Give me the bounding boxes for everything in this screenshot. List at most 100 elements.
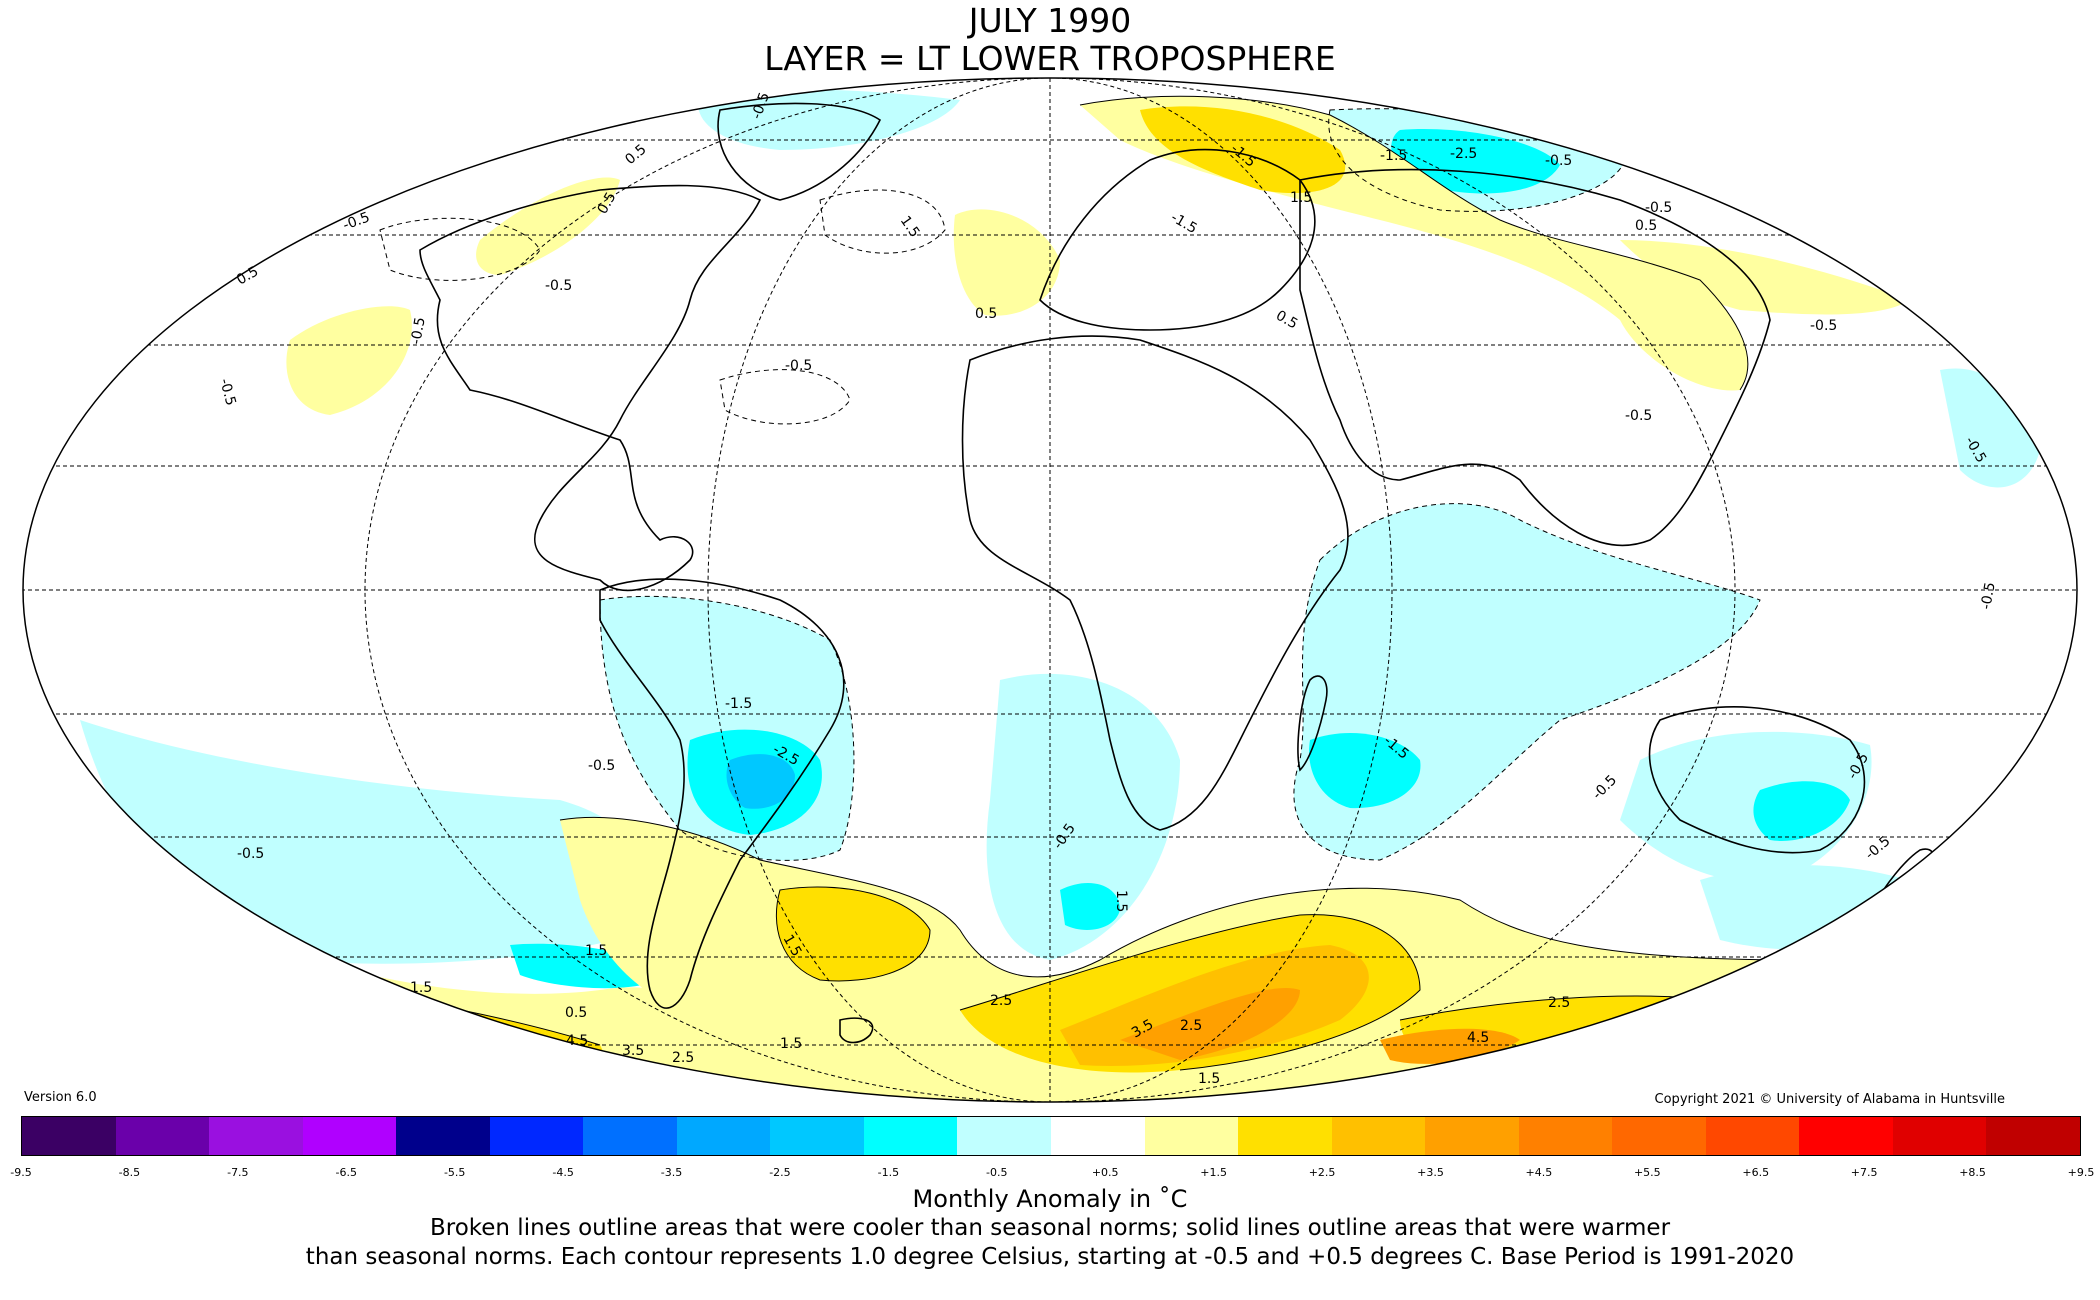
coastline-australia — [1648, 706, 1866, 854]
copyright-label: Copyright 2021 © University of Alabama i… — [1654, 1092, 2005, 1107]
contour-label: -0.5 — [588, 758, 615, 774]
color-swatch — [676, 1117, 771, 1155]
contour-label: 3.5 — [622, 1043, 644, 1059]
color-swatch — [1425, 1117, 1519, 1155]
contour-label: 2.5 — [672, 1050, 694, 1066]
contour-label: 1.5 — [1290, 190, 1312, 206]
contour-label: -0.5 — [545, 278, 572, 294]
color-swatch — [1518, 1117, 1613, 1155]
color-swatch — [1986, 1117, 2081, 1155]
contour-label: 1.5 — [780, 1036, 802, 1052]
contour-label: -0.5 — [237, 846, 264, 862]
color-scale-tick-label: +8.5 — [1959, 1166, 1986, 1179]
anomaly-map: -0.5 -0.5 0.5 0.5 0.5 -0.5 1.5 -0.5 -0.5… — [22, 77, 2078, 1103]
map-border — [22, 77, 2078, 1103]
coastline-europe — [1039, 148, 1316, 331]
warm-region-atlantic — [953, 209, 1060, 316]
color-swatch — [302, 1117, 397, 1155]
contour-label: -1.5 — [1380, 148, 1407, 164]
contour-label: 4.5 — [1467, 1030, 1489, 1046]
contour-label: -0.5 — [408, 316, 429, 346]
color-scale-ticks: -9.5 -8.5 -7.5 -6.5 -5.5 -4.5 -3.5 -2.5 -1.5 -0.5… — [0, 1166, 2100, 1184]
cold-core-atlantic — [1060, 882, 1120, 930]
color-swatch — [583, 1117, 677, 1155]
color-swatch — [1892, 1117, 1987, 1155]
coastline-asia — [1299, 168, 1771, 546]
color-scale-tick-label: +5.5 — [1633, 1166, 1661, 1179]
contour-label: 1.5 — [1198, 1071, 1220, 1087]
contour-line-cool — [599, 595, 855, 861]
color-scale-tick-label: +4.5 — [1525, 1166, 1553, 1179]
color-scale-tick-label: +9.5 — [2067, 1166, 2095, 1179]
contour-label: 4.5 — [566, 1033, 588, 1049]
warm-region-east-asia — [1620, 240, 1910, 315]
cool-region-south-indian — [1700, 865, 1960, 950]
legend-note-line1: Broken lines outline areas that were coo… — [429, 1215, 1671, 1241]
contour-labels: -0.5 -0.5 0.5 0.5 0.5 -0.5 1.5 -0.5 -0.5… — [216, 90, 1999, 1087]
color-swatch — [1612, 1117, 1706, 1155]
color-scale-tick-label: -1.5 — [877, 1166, 900, 1179]
contour-label: -0.5 — [1978, 581, 1999, 611]
contour-line-warm — [959, 914, 1421, 1071]
color-scale-tick-label: +3.5 — [1417, 1166, 1444, 1179]
contour-line-warm — [775, 886, 931, 982]
contour-line-cool — [379, 217, 541, 281]
contour-label: 2.5 — [1180, 1018, 1202, 1034]
color-scale-tick-label: -5.5 — [443, 1166, 466, 1179]
color-swatch — [863, 1117, 958, 1155]
contour-label: 2.5 — [990, 993, 1012, 1009]
contour-label: 1.5 — [1113, 890, 1129, 912]
color-swatch — [1799, 1117, 1893, 1155]
color-swatch — [1051, 1117, 1145, 1155]
contour-label: 0.5 — [565, 1005, 587, 1021]
color-scale-tick-label: -0.5 — [986, 1166, 1008, 1179]
contour-label: -0.5 — [785, 358, 812, 374]
contour-label: -2.5 — [1450, 146, 1477, 162]
cool-region-south-atlantic — [986, 673, 1180, 960]
coastline-madagascar — [1297, 675, 1328, 772]
contour-label: 2.5 — [1548, 995, 1570, 1011]
layer-subtitle: LAYER = LT LOWER TROPOSPHERE — [764, 39, 1336, 78]
contour-line-cool — [1293, 503, 1761, 861]
color-scale-bar — [21, 1116, 2081, 1156]
color-swatch — [1331, 1117, 1426, 1155]
color-scale-tick-label: -6.5 — [335, 1166, 357, 1179]
contour-label: 1.5 — [410, 980, 432, 996]
coastline-south-america — [599, 578, 845, 1009]
color-scale-tick-label: -2.5 — [769, 1166, 791, 1179]
color-swatch — [22, 1117, 116, 1155]
color-scale-tick-label: -9.5 — [10, 1166, 32, 1179]
contour-label: 1.5 — [585, 943, 607, 959]
coastline-africa — [961, 335, 1349, 831]
contour-label: -0.5 — [1625, 408, 1652, 424]
color-swatch — [209, 1117, 303, 1155]
warm-region-north-pacific — [286, 306, 412, 415]
warm-region-greenland — [476, 177, 620, 275]
coastline-greenland — [717, 102, 882, 201]
map-title: JULY 1990 — [968, 1, 1132, 40]
contour-line-cool — [1328, 108, 1627, 212]
color-scale-tick-label: -4.5 — [552, 1166, 574, 1179]
cool-region-australia — [1620, 731, 1872, 882]
color-swatch — [1705, 1117, 1800, 1155]
coastline-antarctic-peninsula — [839, 1017, 874, 1044]
color-swatch — [770, 1117, 864, 1155]
version-label: Version 6.0 — [24, 1090, 97, 1105]
color-swatch — [957, 1117, 1052, 1155]
contour-line-warm — [559, 816, 1801, 978]
legend-note-line2: than seasonal norms. Each contour repres… — [305, 1244, 1795, 1270]
color-scale-tick-label: +0.5 — [1091, 1166, 1119, 1179]
color-scale-tick-label: +7.5 — [1850, 1166, 1878, 1179]
color-swatch — [1144, 1117, 1239, 1155]
color-scale-tick-label: -8.5 — [118, 1166, 141, 1179]
contour-line-cool — [719, 369, 851, 425]
warmest-core-south-indian — [1120, 988, 1300, 1060]
colder-core-brazil — [726, 754, 795, 809]
color-swatch — [1238, 1117, 1332, 1155]
color-scale-tick-label: +1.5 — [1200, 1166, 1227, 1179]
color-swatch — [396, 1117, 490, 1155]
coastlines — [419, 102, 1935, 1044]
cold-core-australia-se — [1753, 781, 1850, 841]
contour-label: -0.5 — [1545, 153, 1572, 169]
color-scale-tick-label: -7.5 — [227, 1166, 249, 1179]
